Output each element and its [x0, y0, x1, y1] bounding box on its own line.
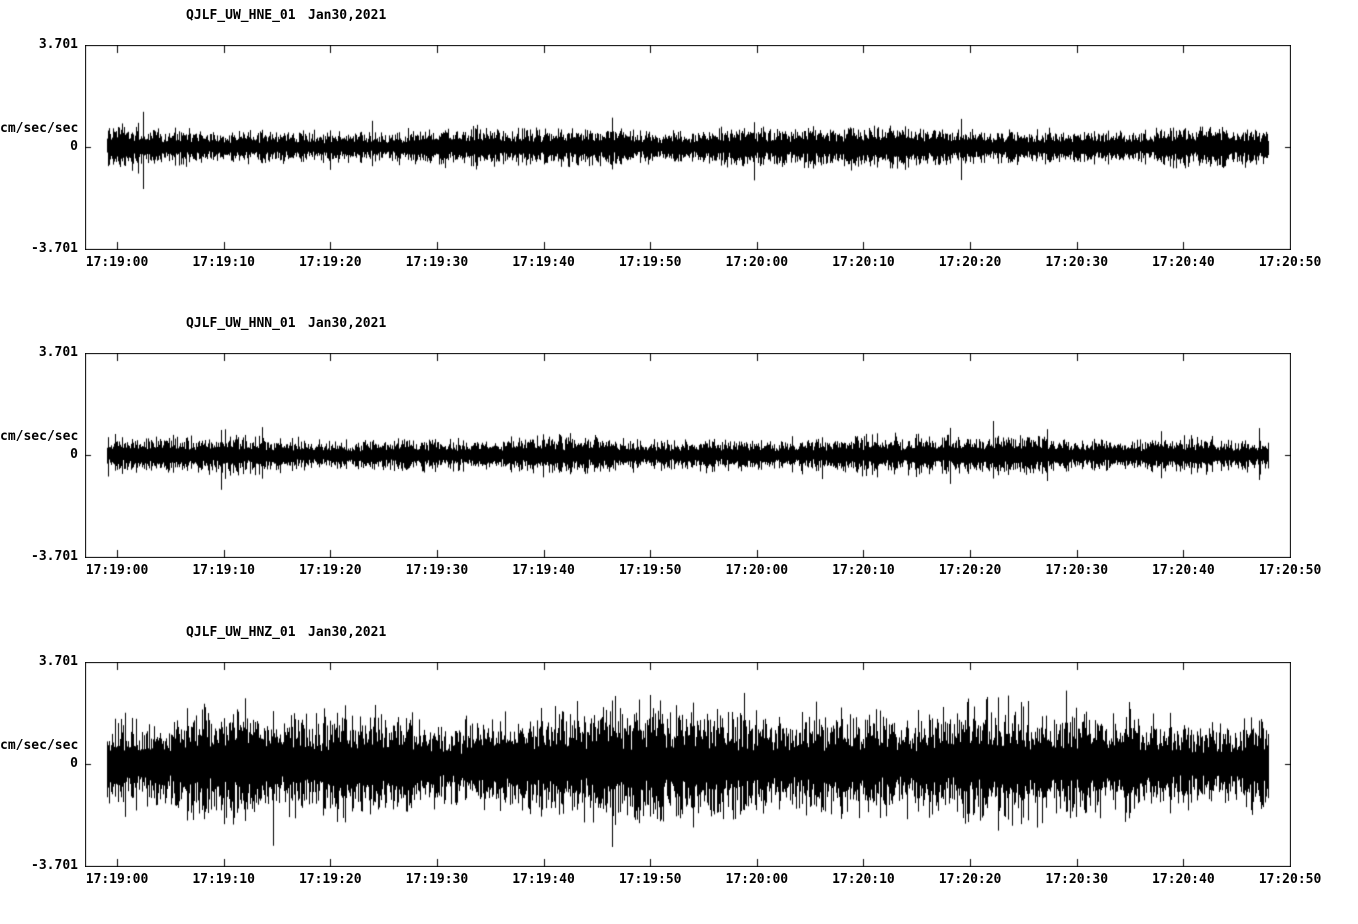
x-axis-tick-label: 17:20:10: [832, 255, 895, 270]
y-axis-min-label: -3.701: [31, 241, 78, 256]
y-axis-units-label: cm/sec/sec: [0, 121, 79, 136]
x-axis-tick-label: 17:19:30: [405, 255, 469, 270]
x-axis-labels: 17:19:00 17:19:10 17:19:20 17:19:30 17:19:40…: [85, 255, 1322, 273]
x-axis-tick-label: 17:20:30: [1045, 563, 1109, 578]
x-axis-tick-label: 17:20:00: [725, 872, 789, 887]
trace-title: QJLF_UW_HNE_01: [186, 8, 296, 23]
x-axis-tick-label: 17:20:30: [1045, 872, 1109, 887]
trace-date-label: Jan30,2021: [308, 316, 387, 331]
trace-title: QJLF_UW_HNZ_01: [186, 625, 296, 640]
trace-title: QJLF_UW_HNN_01: [186, 316, 296, 331]
x-axis-tick-label: 17:20:40: [1152, 255, 1215, 270]
x-axis-tick-label: 17:19:00: [85, 563, 149, 578]
x-axis-tick-label: 17:19:40: [512, 563, 575, 578]
x-axis-tick-label: 17:20:40: [1152, 872, 1215, 887]
y-axis-zero-label: 0: [70, 447, 78, 462]
x-axis-tick-label: 17:20:50: [1258, 255, 1322, 270]
y-axis-units-label: cm/sec/sec: [0, 429, 79, 444]
x-axis-tick-label: 17:20:20: [938, 563, 1002, 578]
x-axis-tick-label: 17:19:30: [405, 563, 469, 578]
x-axis-tick-label: 17:19:50: [618, 255, 682, 270]
x-axis-tick-label: 17:19:20: [298, 872, 362, 887]
y-axis-max-label: 3.701: [38, 654, 78, 669]
x-axis-tick-label: 17:19:50: [618, 872, 682, 887]
x-axis-tick-label: 17:19:40: [512, 255, 575, 270]
x-axis-tick-label: 17:20:20: [938, 255, 1002, 270]
seismogram-trace-canvas: [85, 353, 1291, 558]
y-axis-zero-label: 0: [70, 139, 78, 154]
trace-date-label: Jan30,2021: [308, 8, 387, 23]
x-axis-tick-label: 17:19:20: [298, 255, 362, 270]
y-axis-min-label: -3.701: [31, 549, 78, 564]
y-axis-min-label: -3.701: [31, 858, 78, 873]
x-axis-tick-label: 17:20:30: [1045, 255, 1109, 270]
x-axis-tick-label: 17:19:00: [85, 255, 149, 270]
x-axis-tick-label: 17:19:00: [85, 872, 149, 887]
y-axis-zero-label: 0: [70, 756, 78, 771]
x-axis-tick-label: 17:20:40: [1152, 563, 1215, 578]
x-axis-tick-label: 17:19:20: [298, 563, 362, 578]
x-axis-tick-label: 17:19:30: [405, 872, 469, 887]
x-axis-labels: 17:19:00 17:19:10 17:19:20 17:19:30 17:19:40…: [85, 563, 1322, 581]
x-axis-labels: 17:19:00 17:19:10 17:19:20 17:19:30 17:19:40…: [85, 872, 1322, 890]
x-axis-tick-label: 17:19:40: [512, 872, 575, 887]
x-axis-tick-label: 17:20:50: [1258, 563, 1322, 578]
y-axis-max-label: 3.701: [38, 345, 78, 360]
x-axis-tick-label: 17:20:10: [832, 563, 895, 578]
y-axis-units-label: cm/sec/sec: [0, 738, 79, 753]
x-axis-tick-label: 17:20:00: [725, 255, 789, 270]
x-axis-tick-label: 17:20:20: [938, 872, 1002, 887]
x-axis-tick-label: 17:19:50: [618, 563, 682, 578]
x-axis-tick-label: 17:19:10: [192, 255, 255, 270]
seismogram-trace-canvas: [85, 662, 1291, 867]
x-axis-tick-label: 17:20:00: [725, 563, 789, 578]
trace-date-label: Jan30,2021: [308, 625, 387, 640]
x-axis-tick-label: 17:19:10: [192, 872, 255, 887]
x-axis-tick-label: 17:19:10: [192, 563, 255, 578]
x-axis-tick-label: 17:20:10: [832, 872, 895, 887]
x-axis-tick-label: 17:20:50: [1258, 872, 1322, 887]
seismogram-trace-canvas: [85, 45, 1291, 250]
y-axis-max-label: 3.701: [38, 37, 78, 52]
